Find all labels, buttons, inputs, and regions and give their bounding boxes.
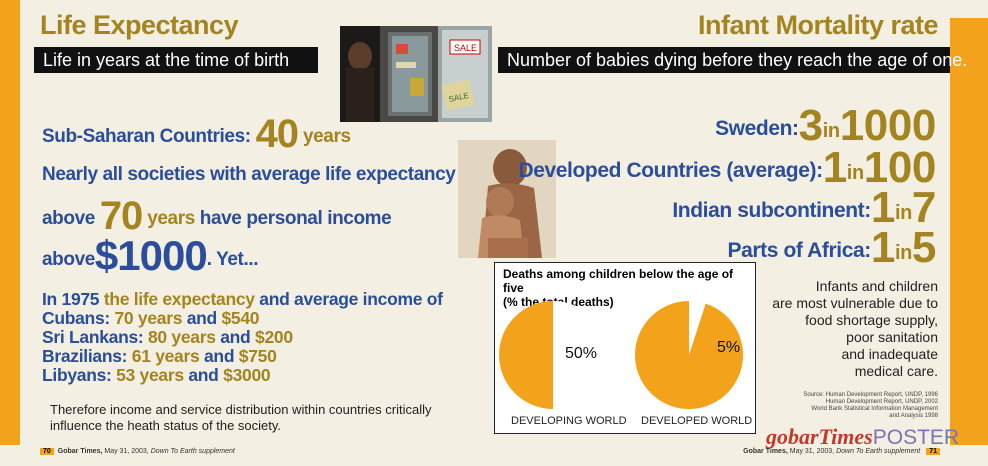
sale-sign-1: SALE: [454, 43, 477, 53]
facts-block: In 1975 the life expectancy and average …: [42, 290, 443, 385]
info-line: poor sanitation: [846, 329, 938, 345]
infant-mortality-subtitle: Number of babies dying before they reach…: [498, 47, 967, 73]
info-line: are most vulnerable due to: [772, 295, 938, 311]
source-line: Source: Human Development Report, UNDP, …: [803, 392, 938, 398]
conclusion-line-1: Therefore income and service distributio…: [50, 402, 432, 417]
life-expectancy-subtitle: Life in years at the time of birth: [34, 47, 318, 73]
right-footer: Gobar Times, May 31, 2003, Down To Earth…: [743, 448, 940, 455]
left-footer: 70 Gobar Times, May 31, 2003, Down To Ear…: [40, 448, 235, 455]
source-line: and Analysis 1998: [889, 413, 938, 419]
pie-chart-svg: [499, 301, 743, 409]
stat-developed: Developed Countries (average):1in100: [518, 143, 936, 192]
stat-parts-of-africa: Parts of Africa:1in5: [727, 223, 937, 272]
fact-row-sri-lankans: Sri Lankans: 80 years and $200: [42, 327, 293, 347]
store-photo: SALE SALE: [340, 26, 492, 122]
facts-intro: In 1975 the life expectancy and average …: [42, 289, 443, 309]
conclusion-line-2: influence the heath status of the societ…: [50, 418, 282, 433]
pie-value-developing: 50%: [565, 345, 598, 362]
deaths-chart: Deaths among children below the age of f…: [494, 262, 756, 434]
info-line: Infants and children: [815, 278, 938, 294]
gobar-times-logo: gobarTimesPOSTER: [766, 424, 960, 449]
left-page-number: 70: [40, 448, 54, 455]
fact-row-cubans: Cubans: 70 years and $540: [42, 308, 260, 328]
right-accent-strip: [950, 18, 988, 445]
chart-title-line: Deaths among children below the age of f…: [503, 267, 734, 295]
pie-label-developed: DEVELOPED WORLD: [641, 415, 753, 427]
info-line: and inadequate: [841, 346, 938, 362]
pie-value-developed: 5%: [717, 339, 741, 356]
stat-sweden: Sweden:3in1000: [715, 101, 936, 150]
conclusion-text: Therefore income and service distributio…: [50, 402, 432, 434]
source-line: Human Development Report, UNDP, 2002: [825, 399, 938, 405]
info-line: medical care.: [854, 363, 938, 379]
sale-sign-2: SALE: [448, 91, 470, 104]
stat-indian-subcontinent: Indian subcontinent:1in7: [672, 183, 936, 232]
above-1000-line: above$1000. Yet...: [42, 232, 259, 279]
source-note: Source: Human Development Report, UNDP, …: [738, 392, 938, 420]
pie-label-developing: DEVELOPING WORLD: [511, 415, 627, 427]
source-line: World Bank Statistical Information Manag…: [811, 406, 938, 412]
info-line: food shortage supply,: [805, 312, 938, 328]
right-page-number: 71: [926, 448, 940, 455]
chart-title: Deaths among children below the age of f…: [503, 267, 753, 309]
above-70-line: above 70 years have personal income: [42, 194, 392, 238]
pie-slice-0: [499, 301, 553, 409]
fact-row-libyans: Libyans: 53 years and $3000: [42, 365, 271, 385]
life-expectancy-title: Life Expectancy: [40, 10, 239, 40]
vulnerability-text: Infants and children are most vulnerable…: [738, 278, 938, 380]
infant-mortality-title: Infant Mortality rate: [697, 10, 939, 40]
fact-row-brazilians: Brazilians: 61 years and $750: [42, 346, 277, 366]
children-photo: [458, 140, 556, 258]
sub-saharan-line: Sub-Saharan Countries: 40 years: [42, 112, 351, 156]
left-accent-strip: [0, 0, 20, 445]
societies-line: Nearly all societies with average life e…: [42, 164, 456, 185]
pie-slice-1: [635, 301, 743, 409]
